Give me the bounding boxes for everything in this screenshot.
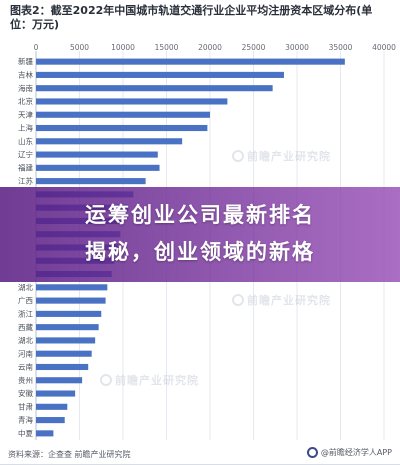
footer-source: 资料来源：企查查 前瞻产业研究院 [8,450,131,459]
bar [36,403,68,410]
x-tick-label: 0 [34,43,39,52]
bar [36,363,89,371]
bar [36,178,146,185]
category-label: 青海 [18,415,33,425]
category-label: 西藏 [18,322,33,332]
banner-headline-line1: 运筹创业公司最新排名 [85,203,315,227]
bar [36,71,284,78]
category-label: 新疆 [18,56,33,66]
watermark-middle: 前瞻产业研究院 [232,292,331,308]
watermark-logo-icon [232,150,244,162]
category-label: 河南 [18,348,33,358]
bar [36,390,76,397]
footer-brand: @前瞻经济学人APP [306,447,392,458]
bar [36,377,83,384]
watermark-top: 前瞻产业研究院 [232,148,331,164]
bar [36,164,160,171]
category-label: 湖北 [18,283,33,292]
watermark-bottom: 前瞻产业研究院 [100,372,199,388]
category-label: 甘肃 [18,401,33,411]
x-tick-label: 15000 [155,43,179,52]
bar [36,151,158,158]
bar [36,111,210,118]
x-tick-label: 30000 [285,43,309,52]
category-label: 山东 [18,136,33,146]
bar [36,124,208,132]
bar [36,430,54,437]
watermark-logo-icon [232,294,244,306]
banner-headline-line2: 揭秘，创业领域的新格 [85,240,315,264]
bar [36,417,65,424]
category-label: 福建 [18,162,33,172]
bar [36,98,228,105]
bar [36,85,273,92]
chart-title: 图表2：截至2022年中国城市轨道交通行业企业平均注册资本区域分布(单位：万元) [10,4,373,31]
category-label: 湖北 [18,336,33,345]
category-label: 云南 [18,362,33,372]
x-tick-label: 25000 [242,43,266,52]
x-tick-label: 10000 [111,43,135,52]
headline-banner: 运筹创业公司最新排名 揭秘，创业领域的新格 [0,187,400,282]
watermark-logo-icon [100,374,112,386]
brand-logo-icon [306,447,318,458]
x-tick-label: 20000 [198,43,222,52]
category-label: 辽宁 [18,149,33,159]
category-label: 中夏 [18,428,33,438]
x-tick-label: 40000 [372,43,396,52]
bar [36,324,99,331]
category-label: 贵州 [18,375,33,385]
bar [36,350,92,357]
category-label: 海南 [18,83,33,93]
bar [36,138,183,145]
category-label: 上海 [18,123,33,133]
bar [36,284,108,291]
bar [36,310,102,317]
category-label: 天津 [18,110,33,119]
x-tick-label: 35000 [329,43,353,52]
bar [36,297,106,304]
bar [36,58,345,65]
category-label: 吉林 [18,70,33,80]
bar [36,337,96,344]
category-label: 北京 [18,96,33,106]
category-label: 浙江 [18,308,33,318]
category-label: 安徽 [18,388,33,398]
category-label: 广西 [18,295,33,305]
category-label: 江苏 [18,176,33,186]
x-tick-label: 5000 [70,43,89,52]
